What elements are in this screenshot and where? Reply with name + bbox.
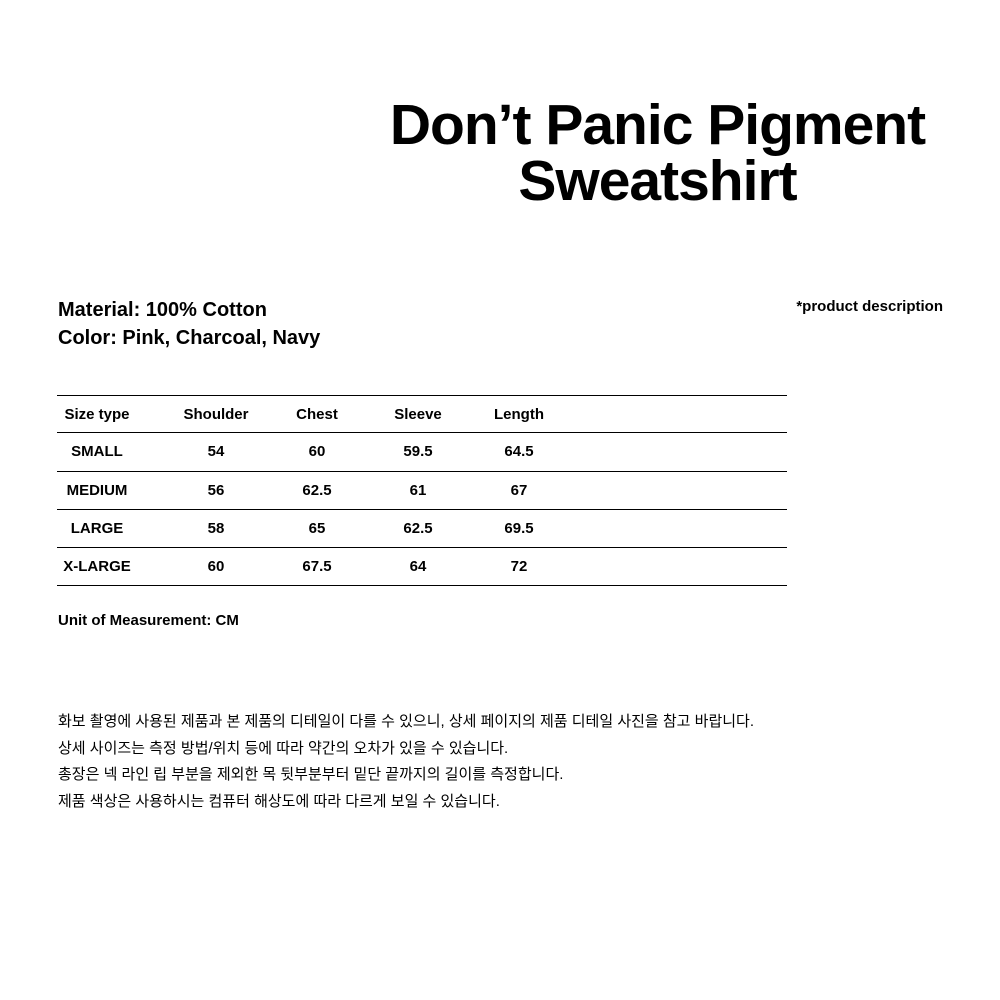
shoulder-value: 60 <box>207 558 225 576</box>
sleeve-value: 59.5 <box>403 443 433 461</box>
column-header-spacer <box>541 396 787 432</box>
table-row-large: LARGE 58 65 62.5 69.5 <box>57 510 787 549</box>
size-table: Size type Shoulder Chest Sleeve Length S… <box>57 395 787 587</box>
length-value: 69.5 <box>504 520 534 538</box>
row-spacer <box>541 472 787 509</box>
chest-value: 67.5 <box>302 558 332 576</box>
notice-line: 화보 촬영에 사용된 제품과 본 제품의 디테일이 다를 수 있으니, 상세 페… <box>58 713 755 730</box>
row-spacer <box>541 433 787 470</box>
notice-line: 상세 사이즈는 측정 방법/위치 등에 따라 약간의 오차가 있을 수 있습니다… <box>58 739 509 757</box>
sleeve-value: 64 <box>409 558 427 576</box>
column-header-shoulder: Shoulder <box>183 405 249 423</box>
page-title: Don’t Panic Pigment Sweatshirt <box>389 93 926 213</box>
column-header-size-type: Size type <box>64 405 130 423</box>
size-cell: SMALL <box>71 443 123 461</box>
size-cell: MEDIUM <box>66 481 128 499</box>
column-header-sleeve: Sleeve <box>394 405 442 423</box>
length-value: 67 <box>510 481 528 499</box>
unit-of-measurement-note: Unit of Measurement: CM <box>58 612 239 629</box>
size-cell: X-LARGE <box>63 558 131 576</box>
notice-list: 화보 촬영에 사용된 제품과 본 제품의 디테일이 다를 수 있으니, 상세 페… <box>58 709 958 815</box>
size-table-header-row: Size type Shoulder Chest Sleeve Length <box>57 395 787 434</box>
product-description-note: *product description <box>796 298 943 315</box>
chest-value: 62.5 <box>302 481 332 499</box>
notice-line: 총장은 넥 라인 립 부분을 제외한 목 뒷부분부터 밑단 끝까지의 길이를 측… <box>58 766 564 783</box>
notice-line: 제품 색상은 사용하시는 컴퓨터 해상도에 따라 다르게 보일 수 있습니다. <box>58 792 500 810</box>
row-spacer <box>541 510 787 547</box>
color-info: Color: Pink, Charcoal, Navy <box>58 327 321 349</box>
length-value: 64.5 <box>504 443 534 461</box>
sleeve-value: 62.5 <box>403 520 433 538</box>
row-spacer <box>541 548 787 585</box>
size-cell: LARGE <box>70 520 124 538</box>
length-value: 72 <box>510 558 528 576</box>
shoulder-value: 54 <box>207 443 225 461</box>
table-row-x-large: X-LARGE 60 67.5 64 72 <box>57 548 787 587</box>
table-row-medium: MEDIUM 56 62.5 61 67 <box>57 472 787 510</box>
column-header-length: Length <box>494 405 544 423</box>
column-header-chest: Chest <box>296 405 338 423</box>
material-info: Material: 100% Cotton <box>58 299 267 321</box>
sleeve-value: 61 <box>409 481 427 499</box>
product-info: Material: 100% Cotton Color: Pink, Charc… <box>58 296 320 352</box>
shoulder-value: 58 <box>207 520 225 538</box>
chest-value: 60 <box>308 443 326 461</box>
table-row-small: SMALL 54 60 59.5 64.5 <box>57 433 787 472</box>
chest-value: 65 <box>308 520 326 538</box>
shoulder-value: 56 <box>207 481 225 499</box>
